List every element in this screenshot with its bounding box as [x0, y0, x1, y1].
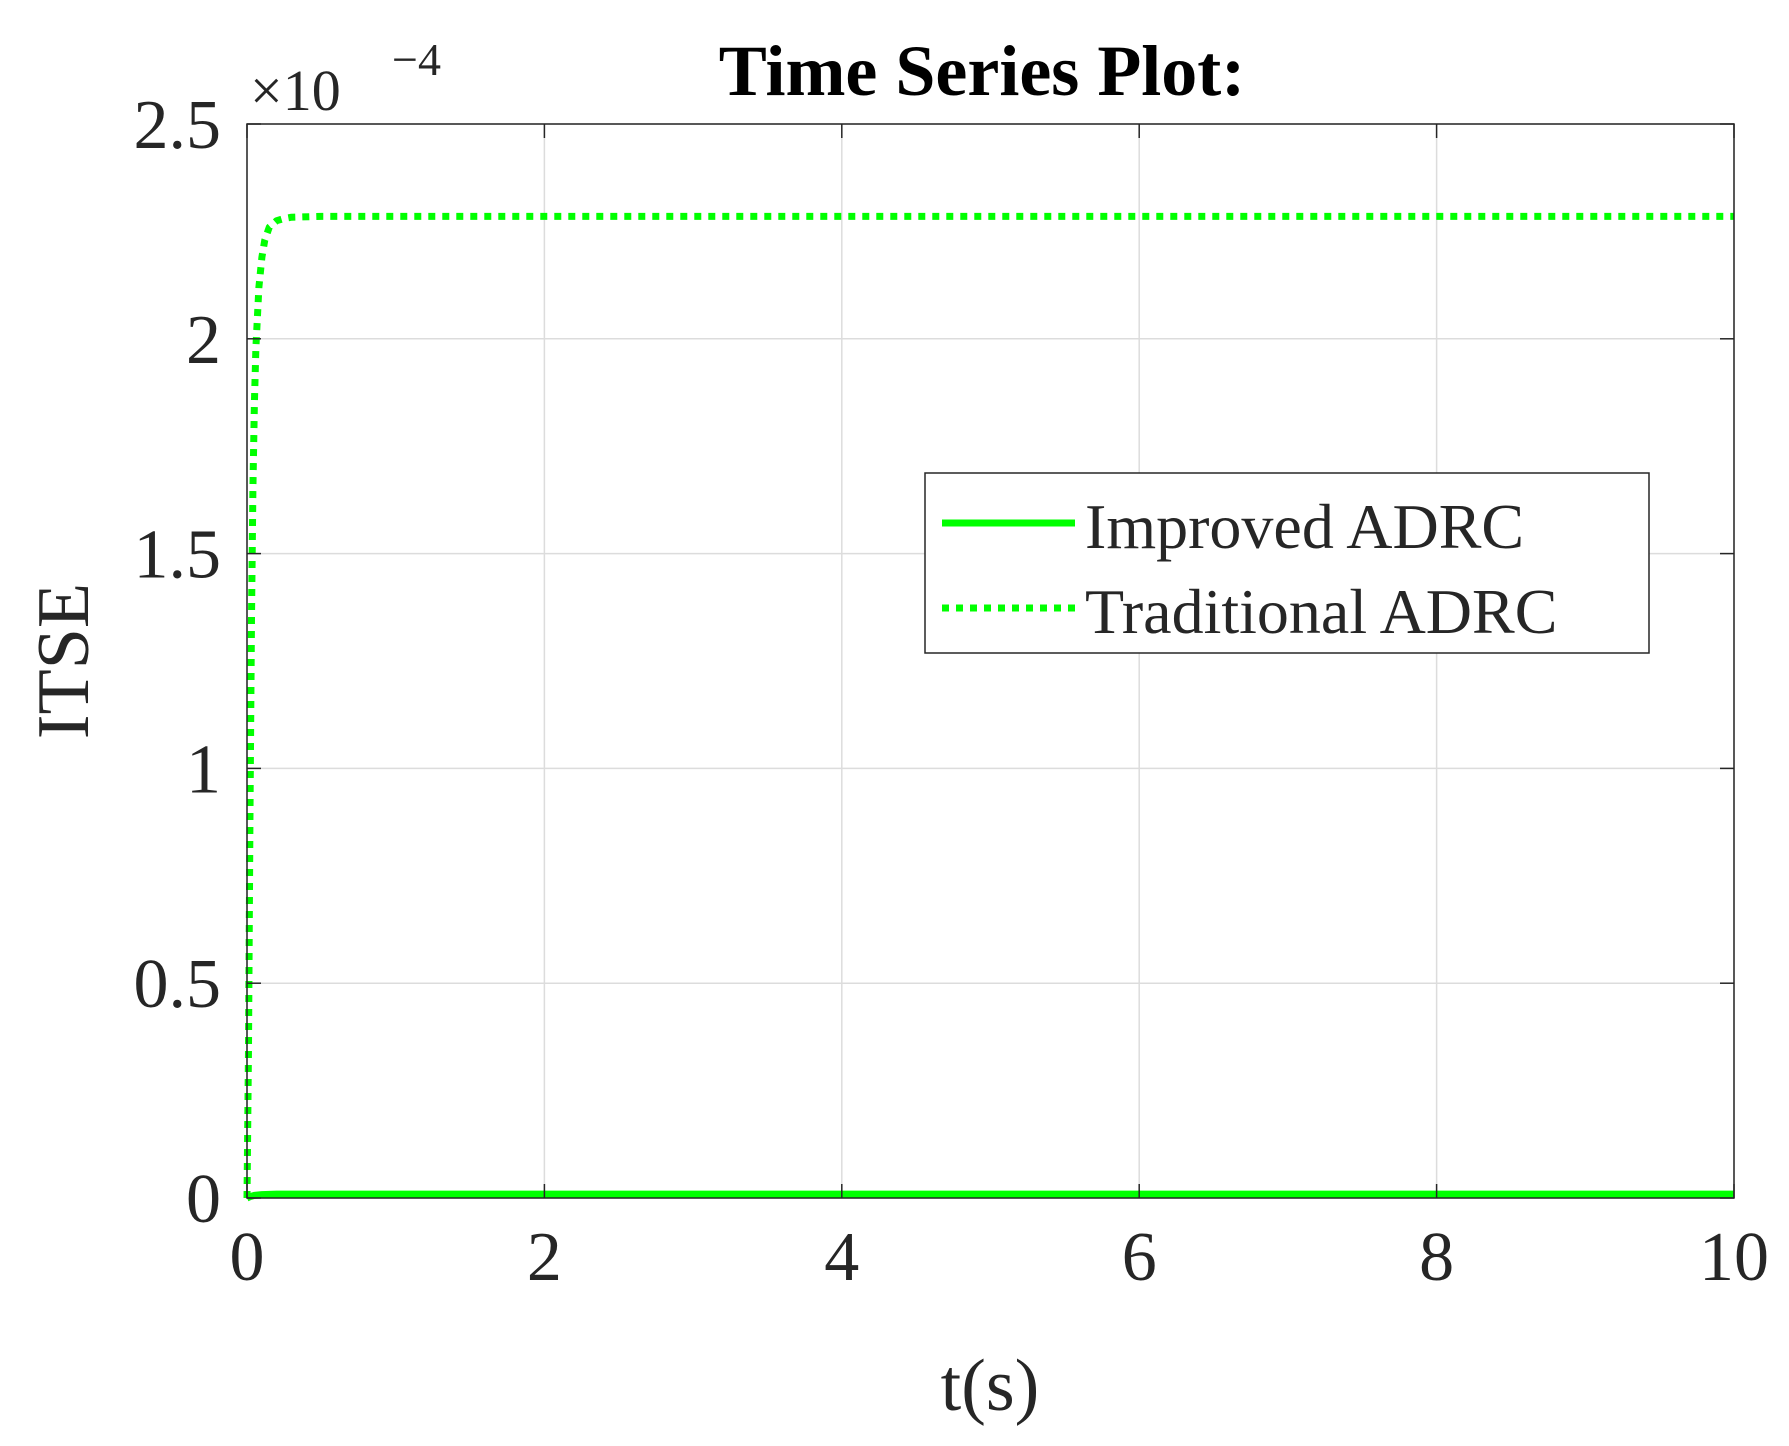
legend: Improved ADRC Traditional ADRC — [924, 472, 1650, 654]
x-tick-label: 4 — [824, 1219, 859, 1296]
series-line-improved-adrc — [245, 1190, 1734, 1202]
series-line-traditional-adrc — [243, 212, 1734, 1199]
x-axis-label: t(s) — [941, 1345, 1040, 1427]
x-tick-label: 0 — [230, 1219, 265, 1296]
y-tick-label: 1.5 — [134, 517, 222, 594]
legend-label-improved-adrc: Improved ADRC — [1085, 491, 1524, 562]
x-tick-label: 8 — [1419, 1219, 1454, 1296]
y-axis-exponent-power: −4 — [392, 34, 441, 85]
legend-label-traditional-adrc: Traditional ADRC — [1085, 576, 1557, 647]
legend-box — [924, 472, 1650, 654]
y-tick-label: 0.5 — [134, 946, 222, 1023]
y-tick-label: 2.5 — [134, 87, 222, 164]
chart-title: Time Series Plot: — [719, 31, 1246, 111]
tick-layer: 0 2 4 6 8 10 0 0.5 1 1.5 2 2.5 — [134, 87, 1770, 1296]
y-tick-label: 1 — [186, 731, 221, 808]
plot-area-frame — [246, 123, 1735, 1199]
y-axis-exponent-base: ×10 — [250, 58, 341, 123]
series-layer — [243, 212, 1734, 1202]
x-tick-label: 2 — [527, 1219, 562, 1296]
y-tick-label: 0 — [186, 1161, 221, 1238]
plot-area-background — [247, 124, 1734, 1198]
x-tick-label: 6 — [1122, 1219, 1157, 1296]
y-axis-label: ITSE — [23, 583, 105, 739]
y-tick-label: 2 — [186, 302, 221, 379]
x-tick-label: 10 — [1699, 1219, 1769, 1296]
